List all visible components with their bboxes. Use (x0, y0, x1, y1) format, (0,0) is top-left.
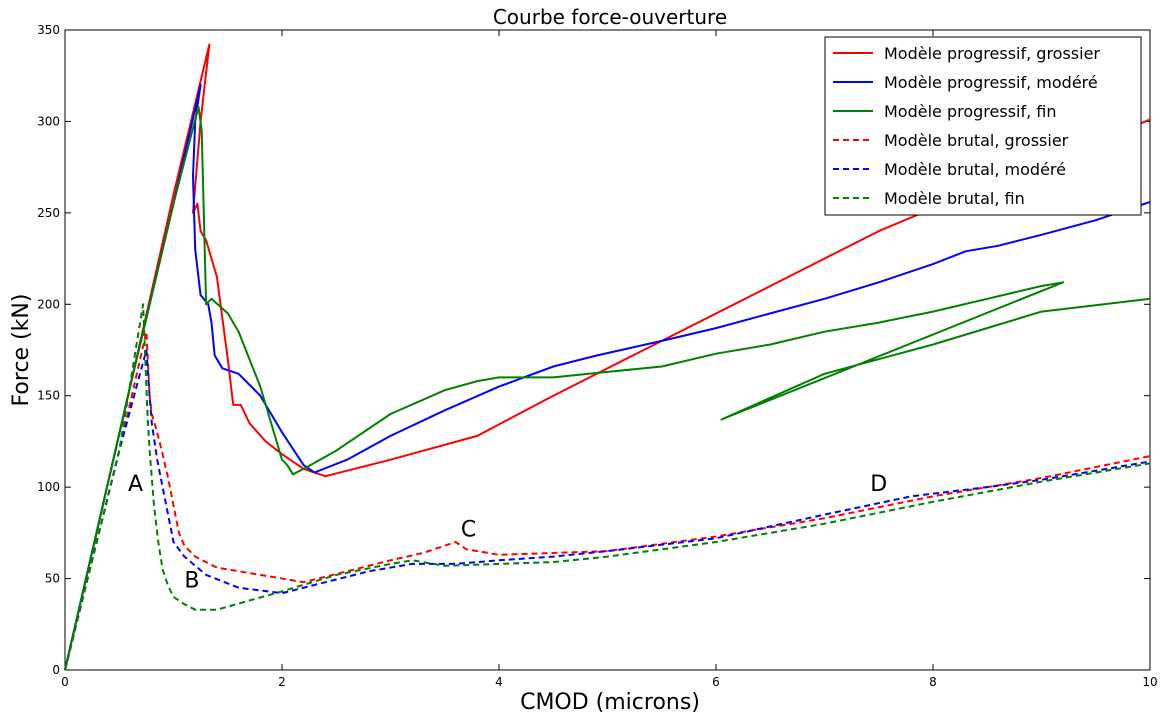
y-axis-label: Force (kN) (9, 294, 34, 407)
chart-legend: Modèle progressif, grossier Modèle progre… (824, 36, 1142, 216)
x-tick-label: 6 (712, 675, 720, 689)
x-tick-label: 4 (495, 675, 503, 689)
series-lines (64, 43, 1151, 671)
x-tick-label: 10 (1142, 675, 1157, 689)
y-tick-label: 50 (45, 572, 60, 586)
legend-label: Modèle progressif, fin (884, 102, 1057, 121)
legend-label: Modèle brutal, fin (884, 189, 1025, 208)
chart-title: Courbe force-ouverture (493, 5, 727, 29)
series-line-5 (64, 349, 1151, 671)
series-line-6 (64, 303, 1151, 671)
y-tick-label: 0 (52, 663, 60, 677)
x-axis-label: CMOD (microns) (520, 690, 700, 715)
y-tick-label: 150 (37, 389, 60, 403)
legend-box (824, 36, 1142, 216)
series-line-1 (64, 43, 1151, 671)
y-tick-label: 200 (37, 297, 60, 311)
annotation-labels: A B C D (128, 472, 887, 594)
series-line-2 (64, 83, 1151, 671)
x-tick-label: 0 (61, 675, 69, 689)
series-line-3 (64, 105, 1151, 671)
legend-label: Modèle progressif, grossier (884, 44, 1100, 63)
y-tick-label: 100 (37, 480, 60, 494)
annotation-label: B (184, 569, 199, 594)
annotation-label: A (128, 472, 143, 497)
x-tick-label: 8 (929, 675, 937, 689)
plot-area-frame (64, 29, 1151, 671)
y-tick-label: 350 (37, 23, 60, 37)
annotation-label: C (461, 518, 476, 543)
annotation-label: D (870, 472, 887, 497)
legend-label: Modèle progressif, modéré (884, 73, 1098, 92)
legend-label: Modèle brutal, grossier (884, 131, 1069, 150)
series-line-4 (64, 330, 1151, 671)
y-tick-label: 300 (37, 114, 60, 128)
legend-label: Modèle brutal, modéré (884, 160, 1066, 179)
y-tick-label: 250 (37, 206, 60, 220)
x-tick-label: 2 (278, 675, 286, 689)
